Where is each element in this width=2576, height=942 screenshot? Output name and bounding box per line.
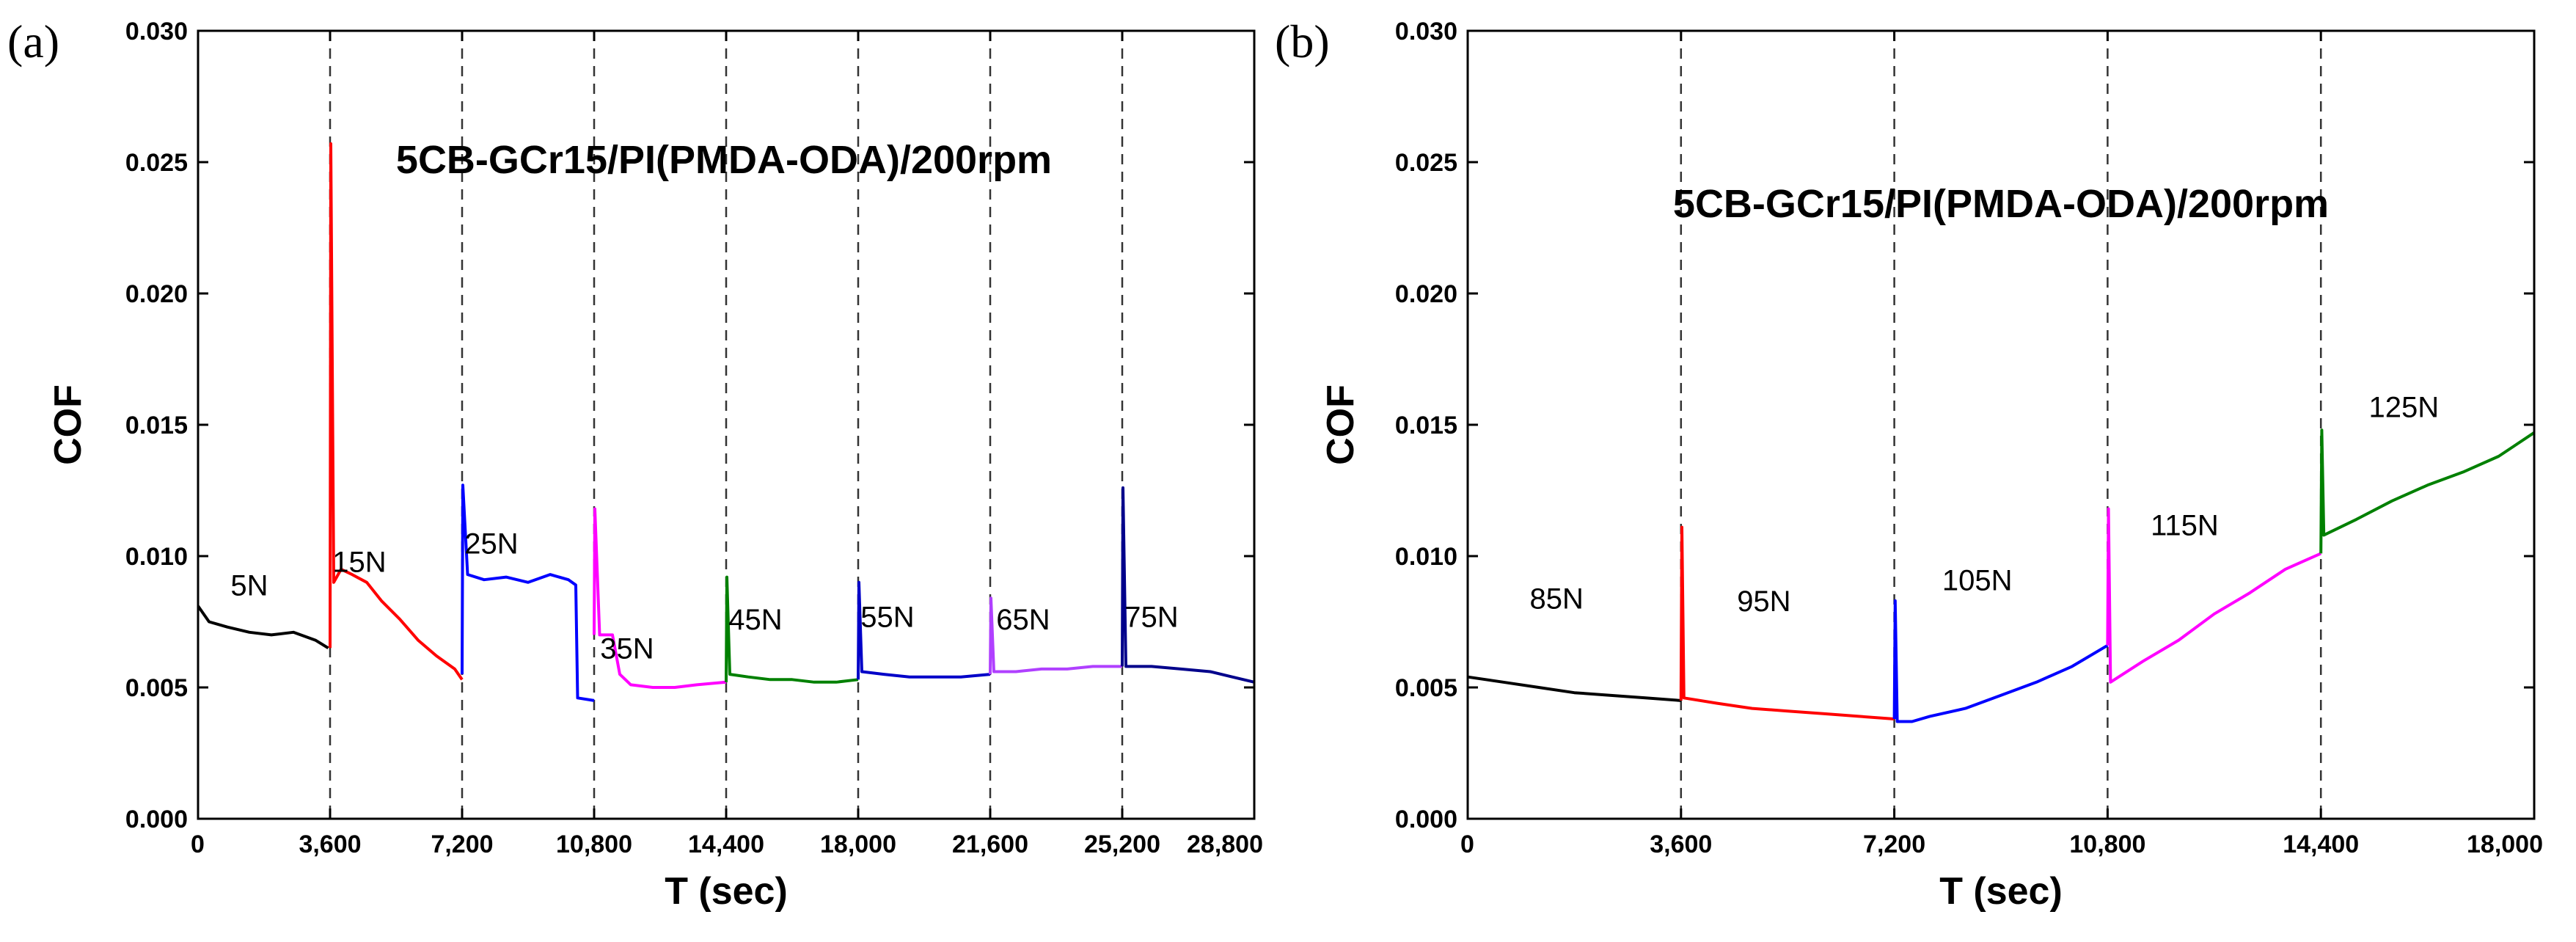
segment-label-115N: 115N <box>2151 509 2219 541</box>
series-line-45N <box>725 575 859 684</box>
segment-label-55N: 55N <box>860 602 914 634</box>
y-tick-label-a-6: 0.030 <box>125 18 188 45</box>
y-tick-label-b-3: 0.015 <box>1395 412 1457 439</box>
x-tick-label-b-3: 10,800 <box>2069 830 2145 858</box>
y-tick-label-a-5: 0.025 <box>125 149 188 177</box>
segment-label-35N: 35N <box>600 633 654 665</box>
chart-title-b: 5CB-GCr15/PI(PMDA-ODA)/200rpm <box>1673 182 2329 226</box>
x-axis-title-a: T (sec) <box>665 870 788 913</box>
x-tick-label-a-6: 21,600 <box>952 830 1028 858</box>
series-line-55N <box>857 580 991 680</box>
series-line-15N <box>329 142 464 681</box>
series-line-65N <box>989 596 1122 675</box>
y-tick-label-a-1: 0.005 <box>125 674 188 702</box>
y-tick-label-a-2: 0.010 <box>125 543 188 571</box>
panel-letter-a: (a) <box>7 15 59 67</box>
series-line-125N <box>2319 428 2536 554</box>
panel-letter-b: (b) <box>1275 15 1330 67</box>
x-tick-label-a-2: 7,200 <box>431 830 493 858</box>
segment-label-15N: 15N <box>332 546 386 578</box>
x-tick-label-a-1: 3,600 <box>299 830 361 858</box>
series-line-85N <box>1467 675 1681 702</box>
y-axis-title-b: COF <box>1320 384 1362 465</box>
chart-panel-b: (b) 85N 95N 105N 115N 125N 0 3,600 7,200 10,800 14… <box>1275 15 2543 913</box>
y-tick-label-a-3: 0.015 <box>125 412 188 439</box>
segment-label-45N: 45N <box>728 604 782 636</box>
series-line-35N <box>593 507 727 689</box>
x-tick-label-b-0: 0 <box>1460 830 1474 858</box>
chart-title-a: 5CB-GCr15/PI(PMDA-ODA)/200rpm <box>396 138 1052 182</box>
series-line-75N <box>1121 486 1255 684</box>
series-line-5N <box>197 605 329 650</box>
series-line-95N <box>1679 525 1895 720</box>
y-tick-label-b-0: 0.000 <box>1395 806 1457 833</box>
chart-panel-a: (a) 5N 15N 25N 35N 45N 55N 65N 75N 0 3,600 7,200 10,… <box>7 15 1263 913</box>
y-tick-label-a-4: 0.020 <box>125 280 188 308</box>
x-tick-label-a-3: 10,800 <box>556 830 632 858</box>
series-line-105N <box>1892 599 2109 723</box>
segment-label-5N: 5N <box>230 570 268 602</box>
series-line-115N <box>2106 507 2322 684</box>
y-tick-label-a-0: 0.000 <box>125 806 188 833</box>
x-tick-label-a-5: 18,000 <box>820 830 896 858</box>
x-tick-label-b-2: 7,200 <box>1863 830 1925 858</box>
segment-label-85N: 85N <box>1529 583 1583 616</box>
x-tick-label-b-1: 3,600 <box>1650 830 1712 858</box>
series-line-25N <box>461 483 595 702</box>
x-tick-label-a-7: 25,200 <box>1084 830 1160 858</box>
y-tick-label-b-5: 0.025 <box>1395 149 1457 177</box>
segment-label-25N: 25N <box>464 527 518 560</box>
segment-label-95N: 95N <box>1737 585 1790 618</box>
y-axis-title-a: COF <box>47 384 89 465</box>
y-tick-label-b-6: 0.030 <box>1395 18 1457 45</box>
y-tick-label-b-2: 0.010 <box>1395 543 1457 571</box>
segment-label-75N: 75N <box>1124 602 1178 634</box>
x-axis-title-b: T (sec) <box>1939 870 2063 913</box>
segment-label-65N: 65N <box>996 604 1050 636</box>
x-tick-label-b-5: 18,000 <box>2467 830 2543 858</box>
segment-label-105N: 105N <box>1942 565 2013 597</box>
x-tick-label-a-8: 28,800 <box>1187 830 1263 858</box>
segment-label-125N: 125N <box>2368 391 2439 423</box>
x-tick-label-b-4: 14,400 <box>2283 830 2359 858</box>
x-tick-label-a-0: 0 <box>191 830 205 858</box>
x-tick-label-a-4: 14,400 <box>688 830 764 858</box>
y-tick-label-b-4: 0.020 <box>1395 280 1457 308</box>
y-tick-label-b-1: 0.005 <box>1395 674 1457 702</box>
plot-frame-b <box>1466 29 2536 820</box>
